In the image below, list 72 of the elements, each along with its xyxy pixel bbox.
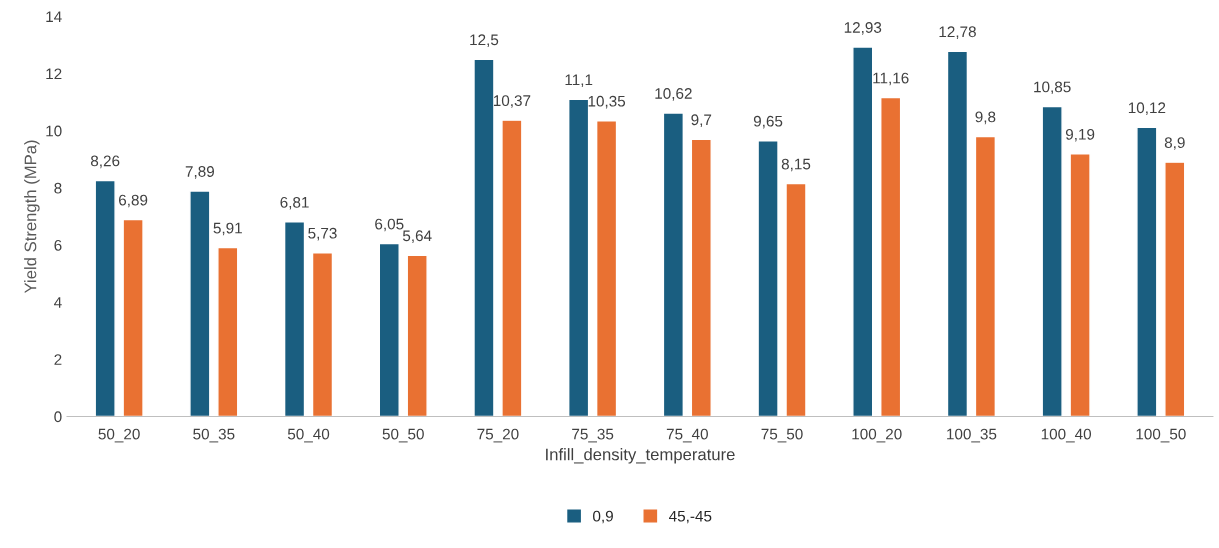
x-tick-label: 75_40	[666, 428, 708, 443]
x-tick-label: 50_20	[98, 428, 140, 443]
bar	[1164, 161, 1186, 417]
y-tick-label: 6	[54, 239, 62, 251]
x-tick-label: 50_50	[382, 428, 424, 443]
bar	[880, 96, 902, 417]
bar	[757, 140, 779, 417]
data-label: 5,73	[308, 227, 337, 241]
bar	[283, 221, 306, 417]
legend-label: 0,9	[593, 510, 613, 524]
x-tick-label: 75_20	[477, 428, 519, 443]
data-label: 5,64	[402, 230, 432, 243]
bar	[852, 46, 874, 417]
bar	[501, 119, 523, 417]
bar	[189, 190, 211, 417]
bar	[662, 112, 684, 417]
data-label: 5,91	[213, 222, 242, 236]
x-tick-label: 100_50	[1136, 428, 1186, 443]
data-label: 6,05	[375, 218, 404, 232]
bar	[974, 135, 997, 417]
bar	[785, 182, 807, 417]
bar	[1136, 126, 1158, 417]
data-label: 8,26	[90, 155, 120, 169]
data-label: 9,7	[691, 114, 712, 127]
x-tick-label: 75_35	[572, 428, 614, 443]
x-tick-label: 75_50	[761, 428, 803, 443]
bar	[1069, 153, 1091, 417]
data-label: 6,89	[119, 194, 148, 208]
data-label: 7,89	[185, 166, 215, 179]
y-tick-label: 8	[54, 182, 62, 194]
bar	[595, 120, 618, 417]
x-tick-label: 100_35	[947, 428, 997, 443]
y-tick-label: 4	[54, 297, 62, 308]
y-tick-label: 12	[46, 68, 62, 80]
bar	[1041, 105, 1063, 417]
data-label: 9,65	[753, 115, 783, 129]
data-label: 9,8	[975, 111, 996, 125]
data-label: 10,62	[655, 88, 692, 101]
y-axis-title: Yield Strength (MPa)	[24, 140, 40, 294]
data-label: 10,12	[1128, 102, 1166, 115]
x-tick-label: 50_35	[193, 428, 235, 443]
bar	[690, 138, 712, 417]
data-label: 10,35	[588, 95, 626, 109]
bar	[568, 98, 590, 417]
bar	[406, 254, 428, 417]
data-label: 11,1	[565, 74, 593, 87]
y-tick-label: 2	[54, 354, 62, 365]
x-tick-label: 100_20	[852, 428, 902, 443]
bar	[311, 252, 334, 417]
y-tick-label: 14	[46, 11, 62, 22]
data-label: 12,5	[470, 34, 499, 47]
bar	[946, 50, 969, 417]
data-label: 10,37	[493, 95, 531, 108]
x-axis-title: Infill_density_temperature	[546, 448, 735, 464]
data-label: 6,81	[280, 196, 309, 210]
data-label: 10,85	[1034, 81, 1071, 95]
data-label: 8,15	[781, 158, 811, 172]
bar	[473, 58, 495, 417]
y-tick-label: 0	[54, 411, 62, 423]
data-label: 9,19	[1065, 128, 1095, 142]
bar	[94, 179, 116, 417]
bar	[378, 242, 400, 417]
legend-label: 45,-45	[669, 510, 712, 524]
data-label: 8,9	[1164, 137, 1185, 150]
y-tick-label: 10	[46, 125, 62, 137]
data-label: 11,16	[873, 72, 909, 86]
x-tick-label: 100_40	[1041, 428, 1092, 443]
bar	[122, 218, 144, 417]
data-label: 12,78	[939, 26, 976, 39]
x-tick-label: 50_40	[287, 428, 330, 443]
data-label: 12,93	[844, 22, 882, 35]
bar	[217, 246, 239, 417]
